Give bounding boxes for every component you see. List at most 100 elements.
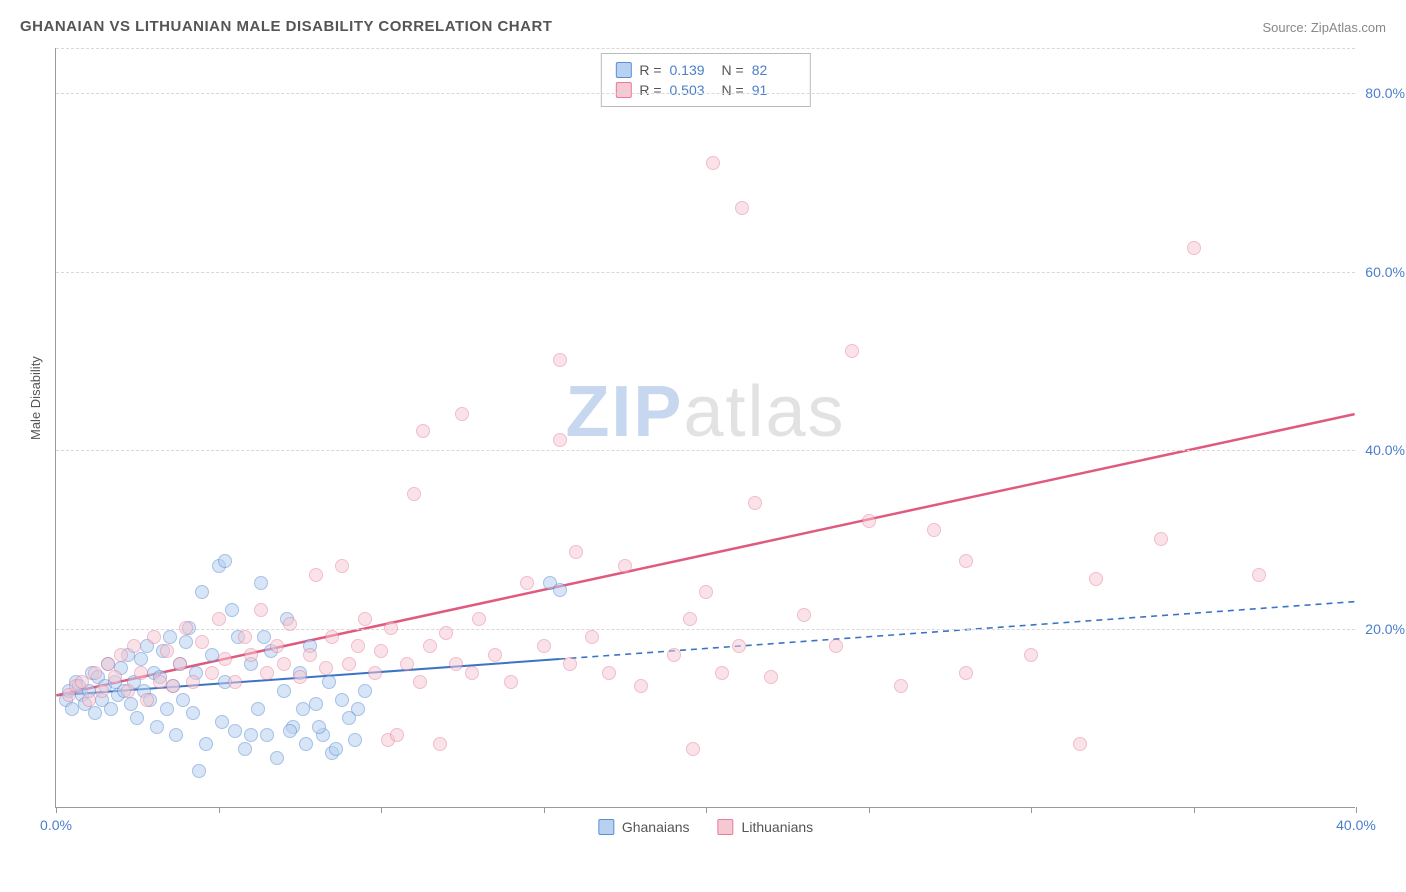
r-value-ghanaians: 0.139	[670, 62, 714, 78]
scatter-point-lithuanians	[205, 666, 219, 680]
r-label: R =	[639, 62, 661, 78]
scatter-point-ghanaians	[238, 742, 252, 756]
scatter-point-lithuanians	[335, 559, 349, 573]
scatter-point-lithuanians	[959, 666, 973, 680]
watermark-atlas: atlas	[683, 372, 845, 452]
y-axis-label: Male Disability	[28, 356, 43, 440]
scatter-point-ghanaians	[218, 554, 232, 568]
scatter-point-ghanaians	[553, 583, 567, 597]
stats-legend-box: R = 0.139 N = 82 R = 0.503 N = 91	[600, 53, 810, 107]
scatter-point-ghanaians	[225, 603, 239, 617]
stats-row-ghanaians: R = 0.139 N = 82	[615, 60, 795, 80]
gridline	[56, 272, 1355, 273]
scatter-point-ghanaians	[134, 652, 148, 666]
x-tick	[1356, 807, 1357, 813]
scatter-point-lithuanians	[829, 639, 843, 653]
scatter-point-ghanaians	[244, 728, 258, 742]
scatter-point-lithuanians	[894, 679, 908, 693]
scatter-point-lithuanians	[114, 648, 128, 662]
scatter-point-lithuanians	[390, 728, 404, 742]
scatter-point-ghanaians	[335, 693, 349, 707]
scatter-point-lithuanians	[699, 585, 713, 599]
scatter-point-ghanaians	[88, 706, 102, 720]
gridline	[56, 93, 1355, 94]
scatter-point-lithuanians	[416, 424, 430, 438]
scatter-point-lithuanians	[228, 675, 242, 689]
source-attribution: Source: ZipAtlas.com	[1262, 20, 1386, 35]
scatter-point-ghanaians	[104, 702, 118, 716]
scatter-point-lithuanians	[319, 661, 333, 675]
gridline	[56, 629, 1355, 630]
scatter-point-ghanaians	[205, 648, 219, 662]
scatter-point-lithuanians	[153, 675, 167, 689]
scatter-point-lithuanians	[108, 670, 122, 684]
scatter-point-lithuanians	[384, 621, 398, 635]
x-tick	[56, 807, 57, 813]
legend-swatch-lithuanians	[718, 819, 734, 835]
scatter-point-lithuanians	[602, 666, 616, 680]
scatter-point-lithuanians	[238, 630, 252, 644]
n-value-lithuanians: 91	[752, 82, 796, 98]
scatter-point-ghanaians	[329, 742, 343, 756]
scatter-point-lithuanians	[667, 648, 681, 662]
scatter-point-lithuanians	[455, 407, 469, 421]
scatter-point-lithuanians	[585, 630, 599, 644]
scatter-point-lithuanians	[862, 514, 876, 528]
scatter-point-lithuanians	[1252, 568, 1266, 582]
scatter-point-lithuanians	[342, 657, 356, 671]
scatter-point-lithuanians	[1089, 572, 1103, 586]
source-value: ZipAtlas.com	[1311, 20, 1386, 35]
scatter-point-ghanaians	[150, 720, 164, 734]
scatter-point-lithuanians	[1154, 532, 1168, 546]
scatter-point-lithuanians	[569, 545, 583, 559]
x-tick	[381, 807, 382, 813]
scatter-point-lithuanians	[959, 554, 973, 568]
scatter-point-lithuanians	[748, 496, 762, 510]
scatter-point-lithuanians	[293, 670, 307, 684]
scatter-point-lithuanians	[101, 657, 115, 671]
scatter-point-lithuanians	[488, 648, 502, 662]
bottom-legend: Ghanaians Lithuanians	[598, 819, 813, 835]
scatter-point-ghanaians	[160, 702, 174, 716]
scatter-point-lithuanians	[1024, 648, 1038, 662]
swatch-ghanaians	[615, 62, 631, 78]
scatter-point-lithuanians	[75, 675, 89, 689]
scatter-point-ghanaians	[195, 585, 209, 599]
scatter-point-lithuanians	[553, 353, 567, 367]
scatter-point-lithuanians	[277, 657, 291, 671]
scatter-point-lithuanians	[127, 639, 141, 653]
scatter-point-lithuanians	[283, 617, 297, 631]
x-tick	[1194, 807, 1195, 813]
scatter-point-lithuanians	[254, 603, 268, 617]
scatter-point-ghanaians	[179, 635, 193, 649]
scatter-point-ghanaians	[186, 706, 200, 720]
scatter-point-lithuanians	[433, 737, 447, 751]
scatter-point-lithuanians	[166, 679, 180, 693]
scatter-point-ghanaians	[270, 751, 284, 765]
stats-row-lithuanians: R = 0.503 N = 91	[615, 80, 795, 100]
scatter-point-lithuanians	[520, 576, 534, 590]
scatter-point-lithuanians	[140, 693, 154, 707]
scatter-point-lithuanians	[683, 612, 697, 626]
plot-area: ZIPatlas R = 0.139 N = 82 R = 0.503 N = …	[55, 48, 1355, 808]
source-label: Source:	[1262, 20, 1310, 35]
scatter-point-lithuanians	[212, 612, 226, 626]
watermark: ZIPatlas	[565, 371, 845, 453]
r-value-lithuanians: 0.503	[670, 82, 714, 98]
scatter-point-lithuanians	[449, 657, 463, 671]
scatter-point-lithuanians	[1073, 737, 1087, 751]
x-tick	[219, 807, 220, 813]
y-tick-label: 80.0%	[1360, 85, 1405, 101]
legend-label-ghanaians: Ghanaians	[622, 819, 690, 835]
scatter-point-lithuanians	[735, 201, 749, 215]
scatter-point-ghanaians	[296, 702, 310, 716]
scatter-point-ghanaians	[277, 684, 291, 698]
scatter-point-ghanaians	[260, 728, 274, 742]
legend-swatch-ghanaians	[598, 819, 614, 835]
scatter-point-lithuanians	[374, 644, 388, 658]
r-label: R =	[639, 82, 661, 98]
scatter-point-lithuanians	[186, 675, 200, 689]
scatter-point-ghanaians	[254, 576, 268, 590]
scatter-point-ghanaians	[65, 702, 79, 716]
scatter-point-ghanaians	[309, 697, 323, 711]
